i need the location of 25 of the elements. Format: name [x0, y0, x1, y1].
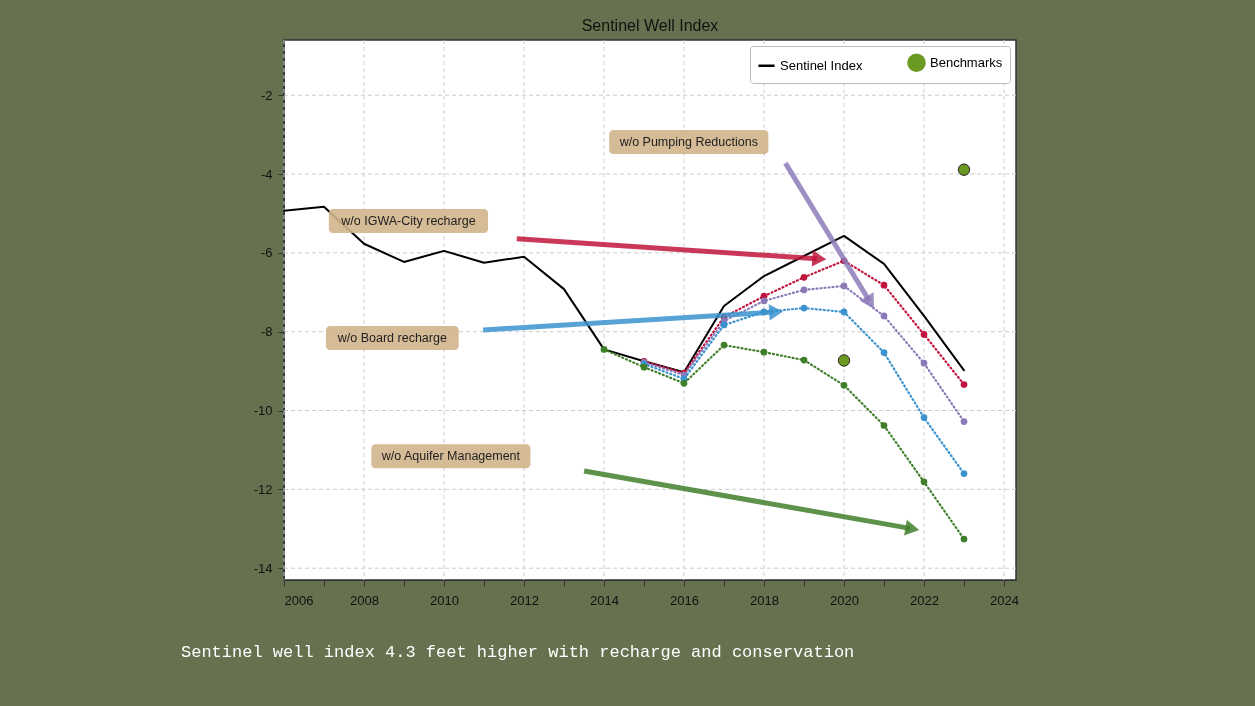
x-tick-label: 2018 — [750, 592, 779, 608]
x-tick-label: 2020 — [830, 592, 859, 608]
x-tick-label: 2022 — [910, 592, 939, 608]
y-tick-label: -8 — [260, 324, 273, 340]
chart-title: Sentinel Well Index — [581, 16, 719, 34]
x-tick-label: 2012 — [510, 592, 539, 608]
text: Sentinel well index 4.3 feet higher with recharge and conservation — [181, 643, 855, 662]
x-tick-label: 2008 — [350, 592, 379, 608]
annotation: w/o IGWA-City recharge — [340, 213, 476, 228]
y-tick-label: -14 — [253, 560, 273, 576]
y-tick-label: -2 — [260, 87, 273, 103]
y-tick-label: -10 — [253, 403, 273, 419]
annotation: w/o Aquifer Management — [380, 449, 521, 464]
annotation: w/o Pumping Reductions — [618, 135, 758, 150]
x-tick-label: 2010 — [430, 592, 459, 608]
x-tick-label: 2024 — [990, 592, 1019, 608]
legend-label: Sentinel Index — [780, 57, 863, 73]
annotation: w/o Board recharge — [336, 331, 447, 346]
x-tick-label: 2014 — [590, 592, 619, 608]
legend-label: Benchmarks — [930, 54, 1003, 70]
y-tick-label: -4 — [260, 166, 273, 182]
y-tick-label: -12 — [253, 481, 273, 497]
x-tick-label: 2006 — [284, 592, 314, 608]
x-tick-label: 2016 — [670, 592, 699, 608]
y-tick-label: -6 — [260, 245, 273, 261]
